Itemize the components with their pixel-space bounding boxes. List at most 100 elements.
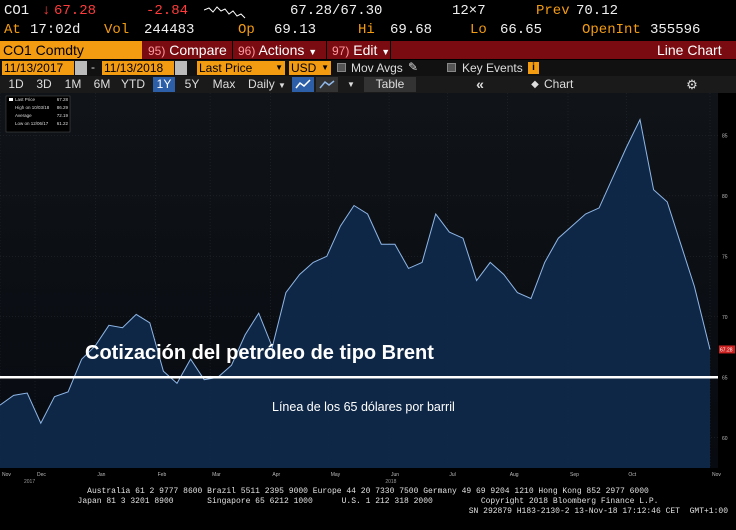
menu-bar xyxy=(0,41,736,59)
menu-divider xyxy=(232,41,233,59)
open-interest-label: OpenInt xyxy=(582,22,641,38)
x-tick-label: Sep xyxy=(570,472,579,478)
end-date-input[interactable]: 11/13/2018 xyxy=(102,61,174,75)
field-dropdown-icon: ▼ xyxy=(275,63,283,72)
at-label: At xyxy=(4,22,21,38)
field-select[interactable]: Last Price ▼ xyxy=(197,61,285,75)
currency-dropdown-icon: ▼ xyxy=(321,63,329,72)
x-tick-label: Nov xyxy=(2,472,11,478)
frequency-select[interactable]: Daily ▼ xyxy=(246,77,288,92)
low-value: 66.65 xyxy=(500,22,543,38)
price-line xyxy=(0,118,711,425)
reference-line-label: Línea de los 65 dólares por barril xyxy=(272,400,455,414)
quote-time: 17:02d xyxy=(30,22,81,38)
draw-tool-dropdown-icon[interactable]: ▼ xyxy=(347,80,355,89)
edit-button[interactable]: 97) Edit ▼ xyxy=(332,41,390,59)
price-chart[interactable]: 60 65 70 75 80 85 Nov Dec Jan Feb Mar Apr May Jun Jul… xyxy=(0,93,736,485)
period-button-1y[interactable]: 1Y xyxy=(153,77,175,92)
compare-button[interactable]: 95) Compare xyxy=(148,41,227,59)
actions-button[interactable]: 96) Actions ▼ xyxy=(238,41,317,59)
legend-average-value: 72.19 xyxy=(57,113,69,118)
edit-dropdown-icon: ▼ xyxy=(381,47,391,57)
date-separator: - xyxy=(91,60,95,74)
bid-ask: 67.28/67.30 xyxy=(290,3,383,19)
field-select-value: Last Price xyxy=(199,61,253,75)
price-area xyxy=(0,119,710,468)
compare-label: Compare xyxy=(169,42,227,58)
pencil-icon[interactable]: ✎ xyxy=(408,60,419,74)
high-value: 69.68 xyxy=(390,22,433,38)
x-tick-label: Mar xyxy=(212,472,221,478)
line-chart-icon[interactable] xyxy=(292,77,314,92)
key-events-checkbox[interactable] xyxy=(447,63,456,72)
chart-legend: Last Price 67.28 High on 10/03/18 86.29 … xyxy=(5,95,71,133)
x-year-label: 2017 xyxy=(24,479,35,485)
prev-value: 70.12 xyxy=(576,3,619,19)
open-interest-value: 355596 xyxy=(650,22,701,38)
ticker-symbol: CO1 xyxy=(4,3,30,19)
actions-shortcut: 96) xyxy=(238,44,256,58)
x-tick-label: Jul xyxy=(449,472,455,478)
prev-label: Prev xyxy=(536,3,570,19)
period-button-max[interactable]: Max xyxy=(212,77,236,91)
legend-last-label: Last Price xyxy=(15,97,36,102)
period-button-1d[interactable]: 1D xyxy=(8,77,24,91)
actions-label: Actions xyxy=(258,42,305,58)
period-button-1m[interactable]: 1M xyxy=(64,77,82,91)
actions-dropdown-icon: ▼ xyxy=(308,47,318,57)
gear-icon[interactable]: ⚙ xyxy=(686,77,698,92)
x-tick-label: Jan xyxy=(97,472,105,478)
collapse-arrow-icon[interactable]: « xyxy=(476,76,484,92)
key-events-label: Key Events xyxy=(462,61,523,75)
low-label: Lo xyxy=(470,22,487,38)
price-change: -2.84 xyxy=(146,3,189,19)
quote-row-1: CO1 ↓ 67.28 -2.84 67.28/67.30 12×7 Prev … xyxy=(0,3,736,21)
end-calendar-icon[interactable] xyxy=(175,61,187,75)
y-tick-label: 80 xyxy=(722,194,728,200)
frequency-value: Daily xyxy=(248,77,275,91)
last-price: 67.28 xyxy=(54,3,97,19)
x-tick-label: Aug xyxy=(510,472,519,478)
period-button-6m[interactable]: 6M xyxy=(93,77,111,91)
menu-divider xyxy=(326,41,327,59)
period-button-3d[interactable]: 3D xyxy=(36,77,52,91)
mov-avgs-checkbox[interactable] xyxy=(337,63,346,72)
vol-label: Vol xyxy=(104,22,130,38)
frequency-dropdown-icon: ▼ xyxy=(278,81,286,90)
y-tick-label: 60 xyxy=(722,436,728,442)
footer-session: SN 292879 H183-2130-2 13-Nov-18 17:12:46… xyxy=(468,507,728,516)
down-arrow-icon: ↓ xyxy=(42,3,51,19)
currency-select[interactable]: USD ▼ xyxy=(289,61,331,75)
sparkline-icon xyxy=(204,6,246,19)
legend-high-label: High on 10/03/18 xyxy=(15,105,50,110)
chart-content-button[interactable]: Chart Content xyxy=(544,77,586,106)
legend-average-label: Average xyxy=(15,113,32,118)
x-tick-label: Feb xyxy=(158,472,167,478)
draw-tool-icon[interactable] xyxy=(316,77,338,92)
footer-contacts-2: Japan 81 3 3201 8900 Singapore 65 6212 1… xyxy=(77,497,659,506)
table-button[interactable]: Table xyxy=(364,77,416,92)
security-field[interactable]: CO1 Comdty xyxy=(0,41,142,59)
x-tick-label: Apr xyxy=(272,472,280,478)
start-date-input[interactable]: 11/13/2017 xyxy=(2,61,74,75)
mov-avgs-label: Mov Avgs xyxy=(351,61,403,75)
vol-value: 244483 xyxy=(144,22,195,38)
chart-title: Cotización del petróleo de tipo Brent xyxy=(85,342,434,364)
legend-last-value: 67.28 xyxy=(57,97,69,102)
start-calendar-icon[interactable] xyxy=(75,61,87,75)
last-price-tag-label: 67.28 xyxy=(720,347,733,353)
edit-label: Edit xyxy=(353,42,378,58)
x-tick-label: Nov xyxy=(712,472,721,478)
x-year-label: 2018 xyxy=(385,479,396,485)
info-icon[interactable]: i xyxy=(528,62,539,74)
chart-content-icon: ◆ xyxy=(531,79,539,90)
chart-type-label[interactable]: Line Chart xyxy=(657,42,722,58)
period-button-ytd[interactable]: YTD xyxy=(121,77,145,91)
y-tick-label: 65 xyxy=(722,375,728,381)
legend-low-value: 61.22 xyxy=(57,121,69,126)
open-label: Op xyxy=(238,22,255,38)
edit-shortcut: 97) xyxy=(332,44,350,58)
x-tick-label: May xyxy=(331,472,341,478)
period-button-5y[interactable]: 5Y xyxy=(184,77,200,91)
x-tick-label: Jun xyxy=(391,472,399,478)
